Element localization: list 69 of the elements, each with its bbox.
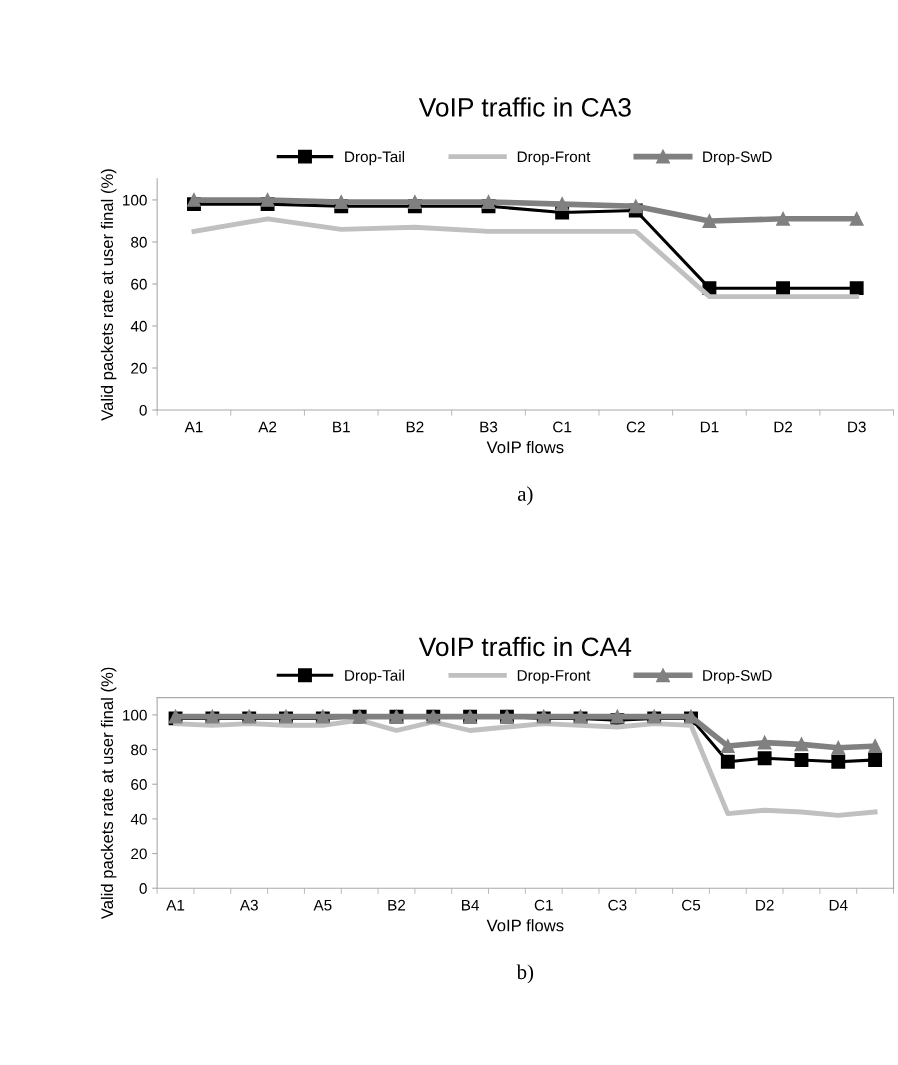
chart-title: VoIP traffic in CA3	[418, 97, 631, 117]
x-tick-label: A1	[184, 421, 203, 433]
y-tick-label: 100	[123, 709, 147, 721]
y-tick-label: 0	[139, 404, 147, 416]
x-tick-label: B2	[406, 421, 424, 433]
point	[610, 709, 625, 724]
y-tick-label: 60	[131, 278, 147, 290]
x-tick-label: B3	[480, 421, 498, 433]
x-tick-label: D4	[829, 899, 848, 911]
point	[849, 211, 864, 226]
y-tick-label: 0	[139, 883, 147, 894]
legend-label: Drop-Front	[517, 670, 591, 684]
point	[628, 199, 643, 214]
point	[720, 739, 735, 754]
y-axis-title: Valid packets rate at user final (%)	[100, 169, 117, 421]
y-tick-label: 80	[131, 744, 147, 756]
x-tick-label: C3	[608, 899, 627, 911]
point	[831, 740, 846, 755]
point	[794, 737, 809, 752]
y-tick-label: 60	[131, 779, 147, 790]
x-tick-label: B2	[388, 899, 406, 911]
x-tick-label: D2	[756, 899, 774, 911]
y-tick-label: 100	[123, 194, 147, 206]
legend-label: Drop-Tail	[345, 669, 405, 684]
point	[555, 197, 570, 212]
text: a)	[517, 486, 533, 506]
y-tick-label: 40	[130, 320, 147, 332]
point	[407, 195, 422, 209]
x-tick-label: A2	[258, 421, 277, 433]
point	[334, 195, 349, 209]
legend-label: Drop-SwD	[703, 151, 772, 166]
point	[849, 281, 864, 296]
x-tick-label: C1	[534, 899, 553, 911]
y-tick-label: 20	[131, 362, 147, 374]
x-tick-label: D3	[848, 421, 866, 433]
chart-title: VoIP traffic in CA4	[418, 636, 632, 657]
x-tick-label: D2	[774, 421, 793, 433]
y-axis-title: Valid packets rate at user final (%)	[100, 667, 117, 920]
y-tick-label: 80	[131, 236, 147, 248]
x-tick-label: A3	[239, 899, 258, 911]
legend-label: Drop-Front	[517, 151, 591, 166]
point	[481, 195, 496, 209]
y-tick-label: 20	[131, 848, 147, 860]
x-tick-label: C2	[626, 421, 645, 433]
x-tick-label: D1	[700, 421, 719, 433]
x-tick-label: A1	[166, 899, 185, 911]
point	[702, 213, 717, 228]
x-axis-title: VoIP flows	[486, 440, 564, 454]
x-tick-label: B4	[462, 899, 479, 911]
point	[831, 754, 846, 769]
x-axis-title: VoIP flows	[486, 919, 564, 932]
x-tick-label: C5	[682, 899, 701, 911]
x-tick-label: A5	[313, 899, 332, 911]
point	[720, 754, 735, 769]
point	[868, 739, 883, 754]
x-tick-label: C1	[553, 421, 572, 433]
point	[260, 192, 275, 207]
point	[776, 281, 791, 296]
point	[868, 753, 883, 767]
point	[776, 211, 791, 226]
point	[187, 192, 201, 207]
point	[757, 735, 772, 750]
y-tick-label: 40	[130, 813, 147, 825]
legend-label: Drop-SwD	[703, 669, 772, 684]
legend-label: Drop-Tail	[345, 150, 405, 166]
point	[794, 753, 809, 767]
x-tick-label: B1	[333, 421, 350, 433]
point	[757, 751, 772, 766]
text: b)	[516, 964, 534, 984]
